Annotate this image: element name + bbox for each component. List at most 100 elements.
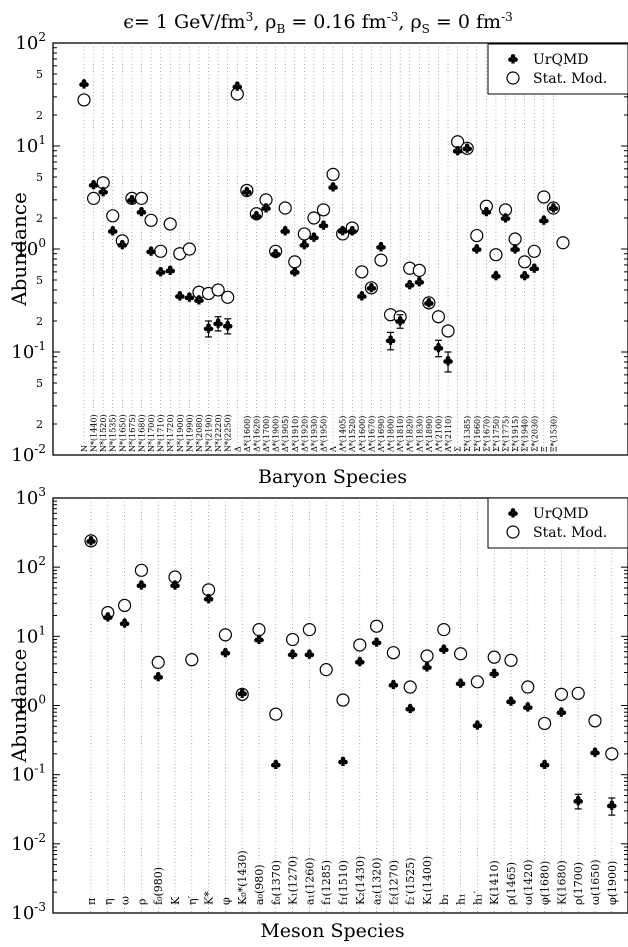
urqmd-point xyxy=(366,282,377,293)
category-label: N xyxy=(80,445,89,452)
legend: UrQMD Stat. Mod. xyxy=(487,43,628,95)
category-label: N*(1720) xyxy=(166,414,175,452)
stat-point xyxy=(278,201,292,215)
stat-point xyxy=(269,707,283,721)
meson-panel: 10-3 10-2 10-1 100 101 102 103 Abundance Meson S… xyxy=(7,485,628,942)
stat-point xyxy=(355,265,369,279)
category-label: N*(1700) xyxy=(147,414,156,452)
stat-point xyxy=(77,93,91,107)
urqmd-point xyxy=(136,206,147,217)
baryon-panel: 10-2 2 5 10-1 2 5 100 2 5 101 2 5 102 Abundance Baryon… xyxy=(7,30,628,488)
y-tick-label: 10-2 xyxy=(11,442,46,466)
urqmd-point xyxy=(439,644,449,654)
legend-urqmd-marker xyxy=(508,508,518,518)
urqmd-point xyxy=(491,270,501,281)
y-tick-label: 103 xyxy=(15,485,46,509)
urqmd-point xyxy=(222,320,233,331)
category-label: Σ*(1660) xyxy=(473,416,482,452)
stat-point xyxy=(353,638,367,652)
stat-point xyxy=(319,663,333,677)
category-label: N*(1680) xyxy=(137,414,146,452)
category-label: Λ*(1830) xyxy=(415,416,424,453)
category-label: N*(1535) xyxy=(109,414,118,452)
category-label: Σ*(1940) xyxy=(521,416,530,452)
category-label: N*(1675) xyxy=(128,414,137,452)
y-tick-label: 101 xyxy=(15,623,46,647)
stat-point xyxy=(554,687,569,701)
category-label: a₀(980) xyxy=(253,864,266,905)
urqmd-point xyxy=(433,342,444,353)
stat-point xyxy=(605,747,619,761)
category-label: f₂(1270) xyxy=(387,860,400,905)
category-label: Δ*(1700) xyxy=(262,416,271,452)
stat-point xyxy=(374,253,388,267)
urqmd-point xyxy=(309,232,319,242)
stat-point xyxy=(537,716,552,731)
category-label: Σ*(1385) xyxy=(463,416,472,452)
urqmd-point xyxy=(328,182,338,192)
category-label: Λ*(1820) xyxy=(406,416,415,453)
y-axis-label: Abundance xyxy=(7,192,31,307)
category-label: ρ(1465) xyxy=(505,862,518,905)
urqmd-point xyxy=(117,239,128,250)
urqmd-point xyxy=(590,747,600,757)
category-label: K* xyxy=(203,891,216,905)
category-label: N*(1520) xyxy=(99,414,108,452)
urqmd-point xyxy=(489,668,500,679)
category-label: Δ*(1620) xyxy=(252,416,261,452)
category-label: Ξ xyxy=(540,446,549,452)
urqmd-point xyxy=(607,800,617,810)
category-label: Δ*(1930) xyxy=(310,416,319,452)
stat-point xyxy=(454,647,468,661)
stat-point xyxy=(470,228,484,243)
category-label: Λ*(1405) xyxy=(339,416,348,453)
urqmd-point xyxy=(270,248,281,259)
urqmd-point xyxy=(289,266,300,277)
legend-stat-label: Stat. Mod. xyxy=(533,71,607,87)
y-tick-label: 2 xyxy=(36,418,43,431)
stat-point xyxy=(288,255,302,269)
stat-point xyxy=(106,209,120,223)
urqmd-point xyxy=(481,206,492,217)
urqmd-point xyxy=(251,210,262,221)
y-tick-label: 101 xyxy=(15,133,46,157)
urqmd-point xyxy=(103,612,113,622)
urqmd-point xyxy=(271,759,281,770)
category-label: N*(2190) xyxy=(205,414,214,452)
category-label: Σ xyxy=(454,446,463,452)
category-label: N*(1900) xyxy=(176,414,185,452)
urqmd-point xyxy=(170,580,180,590)
category-label: a₁(1260) xyxy=(303,857,316,905)
urqmd-point xyxy=(213,318,223,328)
urqmd-point xyxy=(523,702,533,712)
urqmd-point xyxy=(86,535,96,546)
category-label: Λ*(2100) xyxy=(434,416,443,453)
stat-point xyxy=(420,649,434,663)
stat-point xyxy=(221,290,235,304)
stat-point xyxy=(571,686,585,700)
legend-urqmd-label: UrQMD xyxy=(533,52,589,68)
urqmd-point xyxy=(203,593,214,604)
stat-point xyxy=(518,255,532,269)
plot-frame xyxy=(52,42,628,456)
urqmd-point xyxy=(388,679,399,690)
urqmd-point xyxy=(318,220,329,230)
x-axis-label: Meson Species xyxy=(260,920,404,942)
stat-point xyxy=(521,680,535,694)
legend-box xyxy=(487,43,628,95)
urqmd-point xyxy=(422,662,432,672)
y-tick-label: 102 xyxy=(15,554,46,578)
y-tick-label: 5 xyxy=(36,377,43,390)
category-label: Δ xyxy=(233,446,242,452)
stat-point xyxy=(470,675,484,689)
urqmd-point xyxy=(136,580,147,590)
category-label: ρ xyxy=(135,899,148,905)
y-tick-label: 5 xyxy=(36,171,43,184)
urqmd-point xyxy=(405,703,416,714)
category-label: Δ*(1905) xyxy=(281,416,290,452)
urqmd-point xyxy=(529,263,540,273)
urqmd-point xyxy=(385,335,396,345)
category-label: N*(2250) xyxy=(224,414,233,452)
stat-point xyxy=(182,242,196,256)
